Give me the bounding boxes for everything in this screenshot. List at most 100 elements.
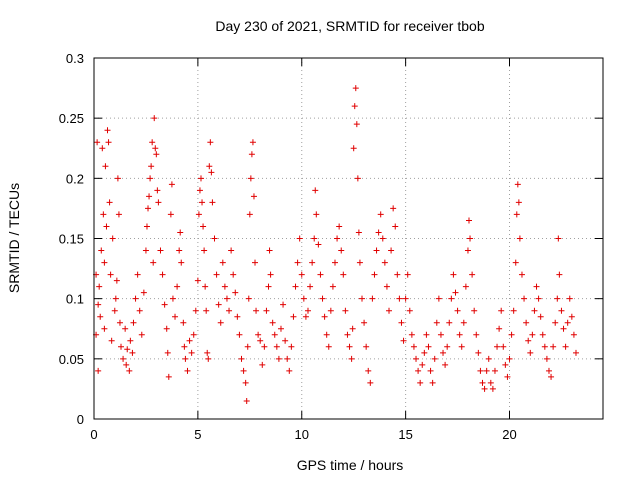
data-point	[373, 247, 380, 254]
data-point	[323, 331, 330, 338]
data-point	[450, 271, 457, 278]
data-point	[247, 175, 254, 182]
data-point	[562, 343, 569, 350]
data-point	[161, 301, 168, 308]
data-point	[106, 199, 113, 206]
grid	[94, 58, 603, 419]
data-point	[390, 205, 397, 212]
data-point	[408, 331, 415, 338]
data-point	[298, 271, 305, 278]
data-point	[560, 325, 567, 332]
data-point	[178, 259, 185, 266]
data-point	[196, 187, 203, 194]
data-point	[257, 337, 264, 344]
data-point	[124, 346, 131, 353]
data-point	[155, 199, 162, 206]
data-point	[460, 319, 467, 326]
data-point	[244, 343, 251, 350]
data-point	[479, 379, 486, 386]
data-point	[101, 325, 108, 332]
data-point	[338, 247, 345, 254]
data-point	[315, 241, 322, 248]
data-point	[456, 331, 463, 338]
data-point	[200, 223, 207, 230]
data-point	[96, 283, 103, 290]
data-point	[521, 295, 528, 302]
data-point	[172, 313, 179, 320]
data-point	[481, 385, 488, 392]
data-point	[388, 247, 395, 254]
data-point	[213, 271, 220, 278]
data-point	[265, 283, 272, 290]
data-point	[209, 199, 216, 206]
data-point	[448, 295, 455, 302]
data-point	[242, 379, 249, 386]
data-point	[290, 313, 297, 320]
y-tick-label: 0.2	[66, 171, 84, 186]
data-point	[108, 337, 115, 344]
data-point	[342, 307, 349, 314]
data-point	[182, 355, 189, 362]
data-point	[442, 361, 449, 368]
y-tick-label: 0.05	[59, 352, 84, 367]
data-point	[99, 145, 106, 152]
data-point	[288, 343, 295, 350]
data-point	[555, 235, 562, 242]
data-point	[431, 355, 438, 362]
data-point	[228, 247, 235, 254]
data-point	[149, 139, 156, 146]
data-point	[294, 259, 301, 266]
data-point	[104, 127, 111, 134]
data-point	[130, 319, 137, 326]
data-point	[425, 343, 432, 350]
data-point	[570, 331, 577, 338]
data-point	[417, 379, 424, 386]
data-point	[103, 223, 110, 230]
data-point	[221, 283, 228, 290]
data-point	[462, 283, 469, 290]
data-point	[111, 307, 118, 314]
data-point	[458, 343, 465, 350]
data-point	[475, 349, 482, 356]
data-point	[280, 301, 287, 308]
data-point	[112, 295, 119, 302]
data-point	[515, 199, 522, 206]
data-point	[533, 283, 540, 290]
data-point	[406, 307, 413, 314]
data-point	[566, 295, 573, 302]
data-point	[359, 295, 366, 302]
data-point	[102, 163, 109, 170]
data-point	[238, 355, 245, 362]
axis-ticks: 0 0.05 0.1 0.15 0.2 0.25 0.3 0 5 10 15 20	[59, 51, 603, 442]
data-point	[267, 271, 274, 278]
data-point	[502, 361, 509, 368]
data-point	[190, 331, 197, 338]
data-point	[114, 175, 121, 182]
data-point	[188, 349, 195, 356]
data-point	[302, 313, 309, 320]
data-point	[336, 223, 343, 230]
y-tick-label: 0	[77, 412, 84, 427]
data-point	[211, 235, 218, 242]
data-point	[487, 379, 494, 386]
data-point	[477, 367, 484, 374]
data-point	[535, 295, 542, 302]
data-point	[249, 139, 256, 146]
data-point	[350, 145, 357, 152]
data-point	[558, 307, 565, 314]
data-point	[377, 211, 384, 218]
data-point	[489, 385, 496, 392]
data-point	[101, 259, 108, 266]
data-point	[127, 337, 134, 344]
data-point	[177, 229, 184, 236]
data-point	[159, 271, 166, 278]
data-point	[346, 343, 353, 350]
data-point	[329, 283, 336, 290]
data-point	[115, 211, 122, 218]
data-point	[531, 307, 538, 314]
data-point	[514, 181, 521, 188]
data-point	[307, 283, 314, 290]
y-axis-label: SRMTID / TECUs	[6, 183, 22, 293]
data-point	[554, 295, 561, 302]
data-point	[352, 85, 359, 92]
